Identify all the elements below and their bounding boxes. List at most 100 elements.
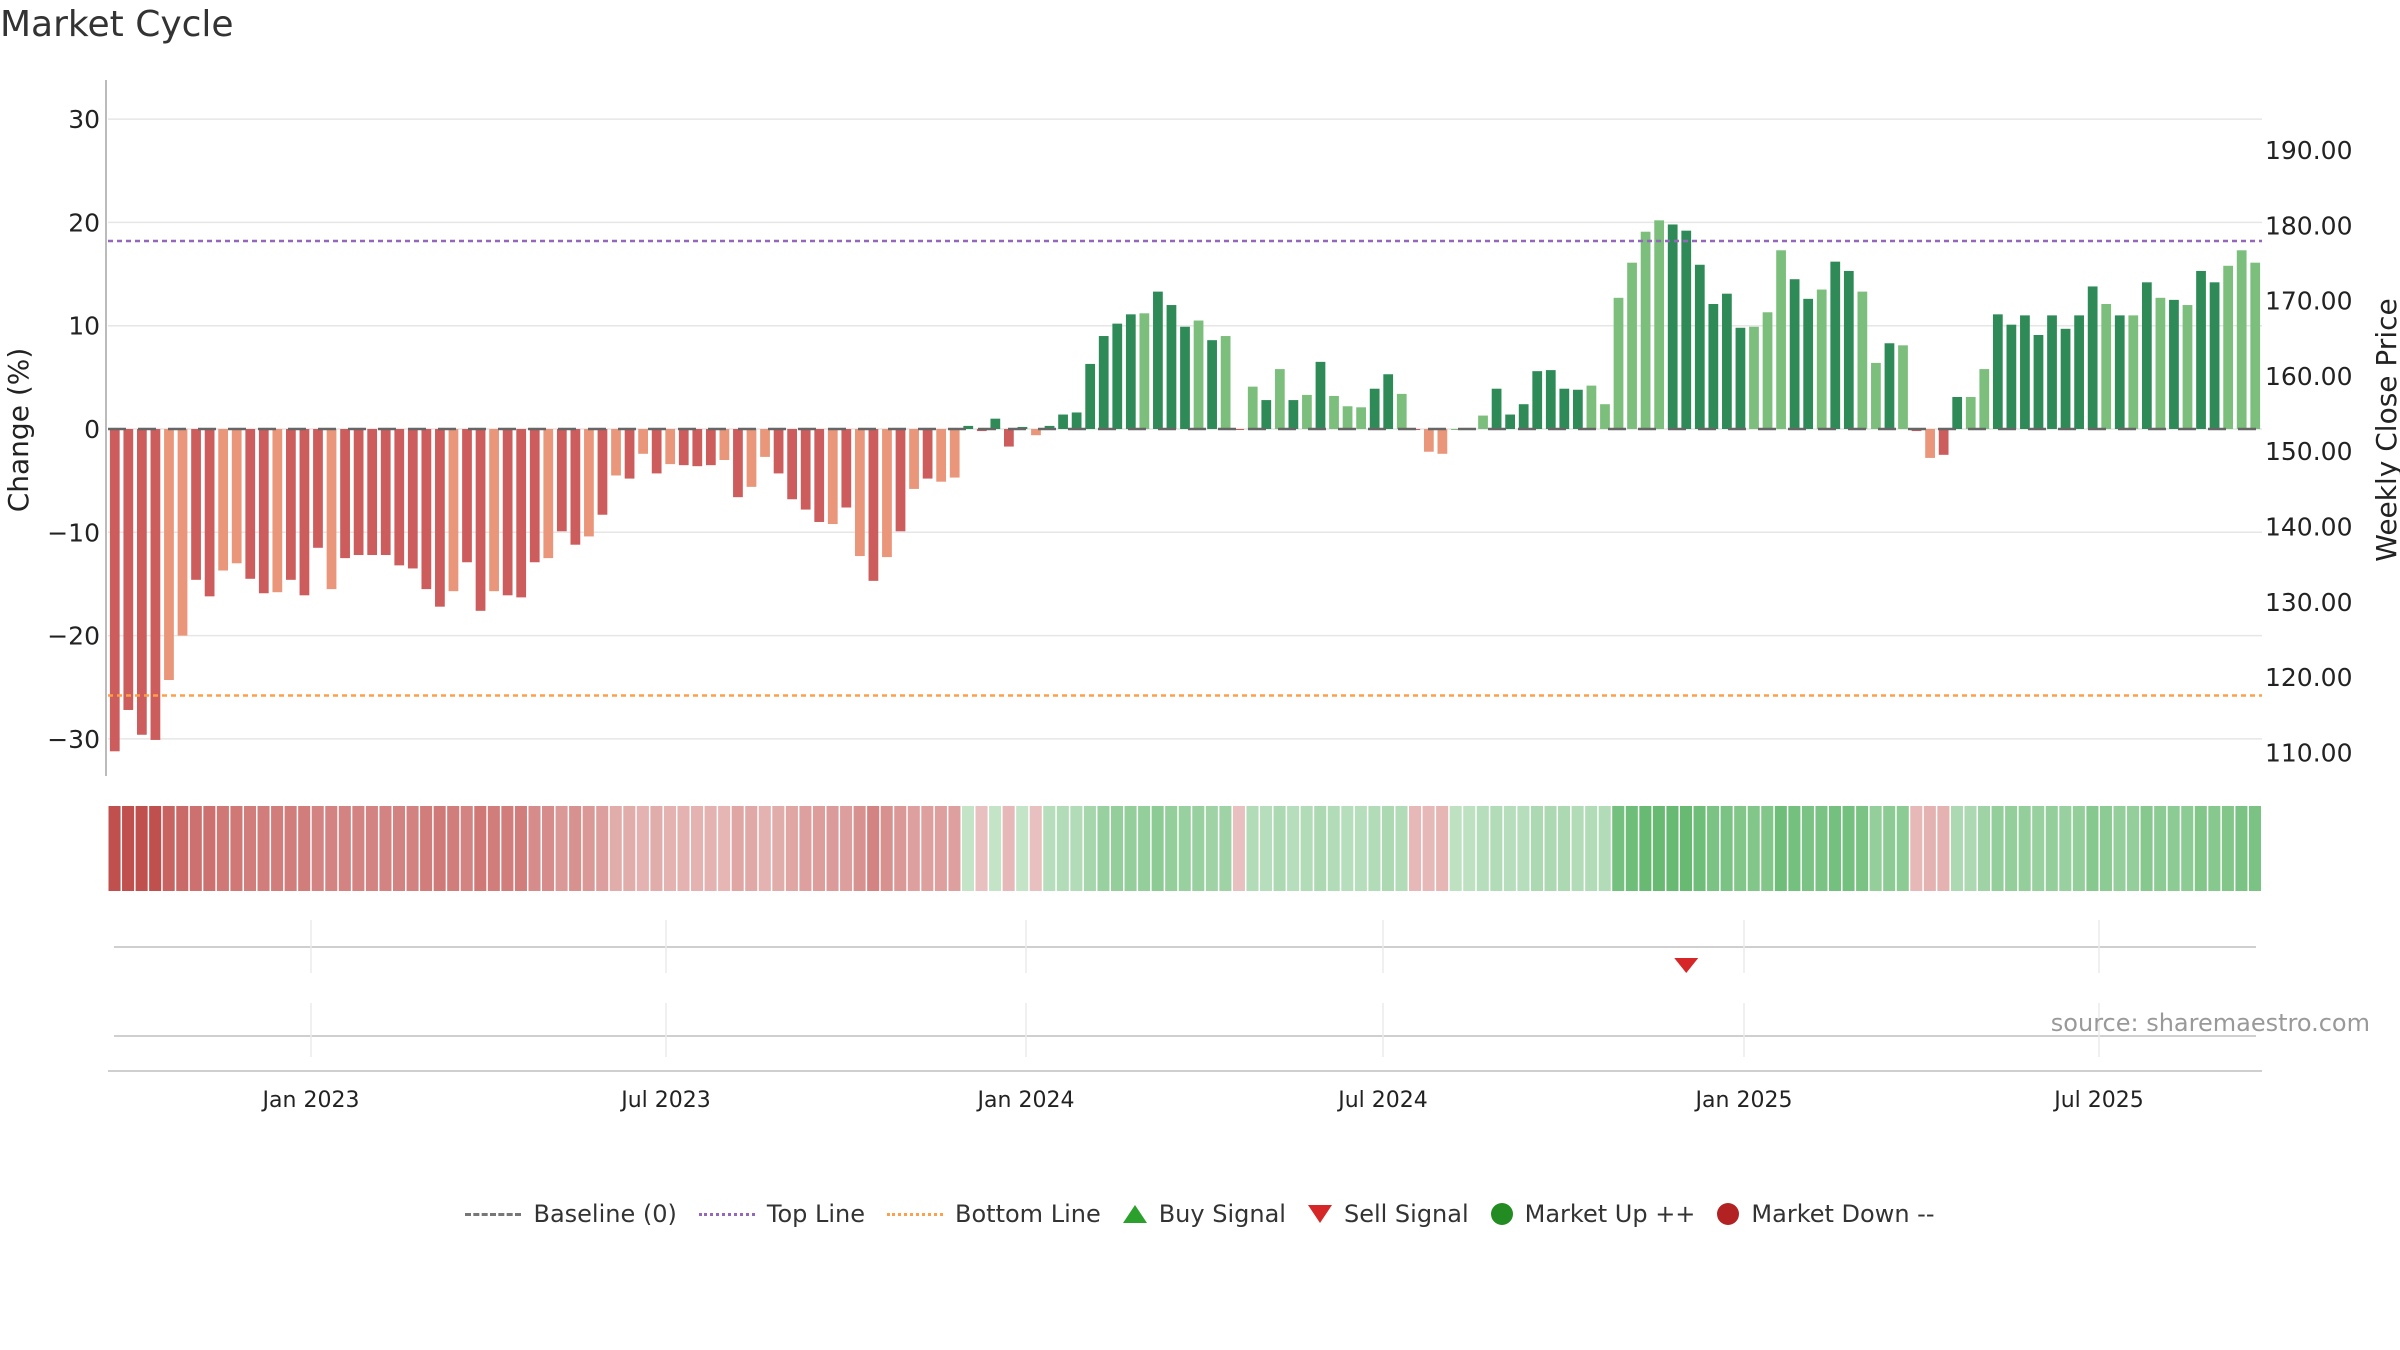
- heat-cell: [1856, 806, 1869, 891]
- change-bar: [1247, 386, 1258, 429]
- change-bar: [529, 429, 540, 563]
- left-tick-label: −10: [47, 518, 100, 547]
- left-tick-label: 0: [84, 415, 100, 444]
- heat-cell: [1720, 806, 1733, 891]
- change-bar: [760, 429, 770, 457]
- change-bar: [827, 429, 838, 525]
- heat-cell: [1449, 806, 1462, 891]
- heat-cell: [2018, 806, 2031, 891]
- change-bar: [922, 429, 933, 479]
- heat-cell: [1707, 806, 1720, 891]
- change-bar: [597, 429, 608, 515]
- heat-cell: [1300, 806, 1313, 891]
- heat-cell: [514, 806, 527, 891]
- change-bar: [448, 429, 459, 592]
- heat-cell: [298, 806, 311, 891]
- change-bar: [164, 429, 174, 681]
- left-tick-label: 10: [68, 312, 100, 341]
- x-tick-label: Jan 2023: [261, 1088, 360, 1113]
- heat-strip: [108, 806, 2261, 891]
- change-bar: [136, 429, 147, 735]
- change-bar: [258, 429, 269, 594]
- heat-cell: [609, 806, 622, 891]
- legend-top-line: Top Line: [698, 1200, 865, 1228]
- heat-cell: [1801, 806, 1814, 891]
- heat-cell: [1937, 806, 1950, 891]
- heat-cell: [189, 806, 202, 891]
- heat-cell: [799, 806, 812, 891]
- change-bar: [2182, 305, 2193, 429]
- legend-sell-label: Sell Signal: [1343, 1200, 1469, 1228]
- left-tick-label: 30: [68, 105, 100, 134]
- heat-cell: [365, 806, 378, 891]
- heat-cell: [1842, 806, 1855, 891]
- change-bar: [1085, 363, 1096, 429]
- change-bar: [1708, 304, 1719, 429]
- change-bar: [2236, 250, 2247, 429]
- legend-buy: Buy Signal: [1122, 1200, 1286, 1228]
- change-bar: [1342, 406, 1353, 429]
- change-bar: [1613, 297, 1624, 429]
- heat-cell: [2032, 806, 2045, 891]
- change-bar: [204, 429, 215, 597]
- legend-market-up-label: Market Up ++: [1524, 1200, 1696, 1228]
- heat-cell: [216, 806, 229, 891]
- change-bar: [2141, 282, 2152, 429]
- heat-cell: [1747, 806, 1760, 891]
- heat-cell: [2140, 806, 2153, 891]
- heat-cell: [2127, 806, 2140, 891]
- change-bar: [2169, 299, 2179, 429]
- heat-cell: [528, 806, 541, 891]
- change-bar: [1992, 314, 2003, 429]
- heat-cell: [433, 806, 446, 891]
- heat-cell: [284, 806, 297, 891]
- change-bar: [2223, 265, 2234, 429]
- heat-cell: [420, 806, 433, 891]
- heat-cell: [257, 806, 270, 891]
- change-bar: [1532, 371, 1543, 429]
- change-bar: [1139, 313, 1150, 429]
- heat-cell: [1652, 806, 1665, 891]
- change-bar: [1031, 429, 1041, 436]
- right-tick-label: 130.00: [2265, 588, 2352, 617]
- change-bar: [2209, 282, 2220, 429]
- heat-cell: [1815, 806, 1828, 891]
- heat-cell: [677, 806, 690, 891]
- change-bar: [286, 429, 296, 580]
- change-bar: [746, 429, 757, 487]
- x-tick-label: Jul 2024: [1336, 1088, 1428, 1113]
- heat-cell: [1246, 806, 1259, 891]
- legend-sell: Sell Signal: [1307, 1200, 1469, 1228]
- right-tick-label: 170.00: [2265, 287, 2352, 316]
- change-bar: [814, 429, 825, 522]
- heat-cell: [1422, 806, 1435, 891]
- change-bar: [462, 429, 472, 563]
- sell-triangle-icon: [1307, 1205, 1332, 1223]
- change-bar: [624, 429, 635, 479]
- heat-cell: [379, 806, 392, 891]
- heat-cell: [853, 806, 866, 891]
- change-bar: [854, 429, 865, 557]
- change-bar: [340, 429, 350, 559]
- change-bar: [1654, 220, 1665, 429]
- heat-cell: [243, 806, 257, 891]
- legend-market-down: Market Down --: [1717, 1200, 1935, 1228]
- change-bar: [1383, 374, 1394, 429]
- heat-cell: [1354, 806, 1367, 891]
- right-tick-label: 120.00: [2265, 663, 2352, 692]
- heat-cell: [1381, 806, 1394, 891]
- change-bars: [108, 220, 2262, 752]
- sell-signal-marker: [1674, 958, 1699, 973]
- change-bar: [1261, 400, 1272, 429]
- change-bar: [1789, 279, 1800, 429]
- heat-cell: [880, 806, 893, 891]
- heat-cell: [1625, 806, 1638, 891]
- change-bar: [1762, 312, 1773, 429]
- heat-cell: [1097, 806, 1110, 891]
- heat-cell: [1436, 806, 1449, 891]
- heat-cell: [325, 806, 338, 891]
- change-bar: [1681, 230, 1692, 429]
- change-bar: [516, 429, 527, 598]
- change-bar: [773, 429, 784, 474]
- market-down-dot-icon: [1717, 1203, 1740, 1225]
